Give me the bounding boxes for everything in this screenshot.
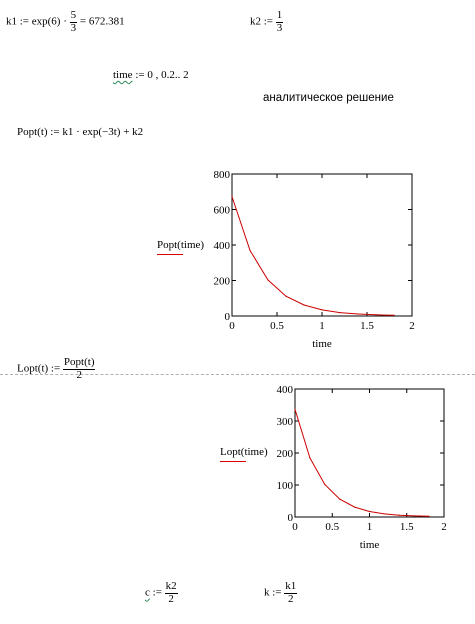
popt-plot-xlabel: time <box>312 338 332 350</box>
k1-assign: := <box>19 15 30 28</box>
lopt-plot-data-point <box>309 457 311 459</box>
lopt-plot-data-point <box>368 510 371 513</box>
lopt-plot-xtick-label: 2 <box>441 521 447 533</box>
popt-plot-data-point <box>339 311 341 314</box>
popt-plot-ytick-label: 200 <box>214 276 231 288</box>
popt-plot-series-line <box>231 196 395 316</box>
lopt-plot-data-point <box>324 483 326 486</box>
k2-lhs: k2 <box>250 15 261 28</box>
lopt-plot-svg: 0 100 200 300 400 0 0.5 1 1.5 2 time <box>277 384 447 551</box>
popt-plot-xtick-label: 2 <box>409 320 415 332</box>
lopt-plot-data-point <box>398 514 400 516</box>
lopt-plot-data-point <box>354 506 356 508</box>
time-variable: time <box>113 69 133 81</box>
popt-plot-xtick-label: 0 <box>229 320 235 332</box>
lopt-plot-data-point <box>339 498 341 500</box>
popt-plot-xtick-label: 1 <box>319 320 325 332</box>
lopt-lhs: Lopt(t) := <box>17 362 61 375</box>
lopt-plot-xtick-label: 1 <box>367 521 373 533</box>
c-numerator: k2 <box>164 580 178 594</box>
k1-expr: exp(6) · <box>31 15 67 28</box>
lopt-plot-ytick-label: 300 <box>277 416 294 428</box>
k-numerator: k1 <box>284 580 298 594</box>
popt-plot-ytick-label: 600 <box>214 205 231 217</box>
popt-plot-ytick-label: 0 <box>225 311 231 323</box>
popt-plot-data-point <box>357 313 359 315</box>
c-fraction: k2 2 <box>164 580 178 605</box>
lopt-plot-xtick-label: 1.5 <box>400 521 414 533</box>
popt-plot-xtick-label: 0.5 <box>270 320 284 332</box>
popt-plot[interactable]: 0 200 400 600 800 0 0.5 1 1.5 2 time Popt(time) <box>150 165 430 357</box>
popt-definition[interactable]: Popt(t) := k1 · exp(−3t) + k2 <box>17 126 144 138</box>
lopt-plot-ytick-label: 200 <box>277 448 294 460</box>
k2-numerator: 1 <box>275 9 284 23</box>
popt-ylabel-text: Popt(time) <box>157 239 205 251</box>
lopt-plot-xtick-label: 0.5 <box>325 521 339 533</box>
popt-plot-svg: 0 200 400 600 800 0 0.5 1 1.5 2 time <box>214 169 415 350</box>
popt-plot-data-point <box>321 309 323 311</box>
lopt-plot-frame <box>294 388 445 518</box>
lopt-plot-xlabel: time <box>360 539 380 551</box>
popt-plot-data-point <box>393 314 395 316</box>
k1-lhs: k1 <box>6 15 17 28</box>
c-definition[interactable]: c := k2 2 <box>145 580 178 605</box>
lopt-plot-ylabel: Lopt(time) <box>220 446 268 462</box>
time-range-expr: := 0 , 0.2.. 2 <box>135 69 189 81</box>
lopt-plot-ytick-label: 100 <box>277 480 294 492</box>
time-range-definition[interactable]: time := 0 , 0.2.. 2 <box>113 69 189 81</box>
section-label[interactable]: аналитическое решение <box>263 92 394 104</box>
k1-numerator: 5 <box>69 9 78 23</box>
c-variable: c <box>145 586 150 599</box>
lopt-plot-data-point <box>383 513 385 515</box>
lopt-ylabel-text: Lopt(time) <box>220 446 268 458</box>
popt-plot-ylabel: Popt(time) <box>157 239 205 255</box>
popt-plot-frame <box>231 173 413 317</box>
k1-fraction: 5 3 <box>69 9 78 34</box>
c-assign: := <box>152 586 162 599</box>
k-lhs: k <box>264 586 270 599</box>
lopt-plot-data-point <box>294 408 296 410</box>
k1-denominator: 3 <box>70 21 77 34</box>
lopt-plot-ytick-label: 0 <box>288 512 294 524</box>
lopt-plot-series-line <box>294 409 430 517</box>
k2-definition[interactable]: k2 := 1 3 <box>250 9 284 34</box>
k2-denominator: 3 <box>276 21 283 34</box>
k2-assign: := <box>263 15 274 28</box>
lopt-plot-data-point <box>413 515 415 517</box>
lopt-fraction: Popt(t) 2 <box>62 356 96 381</box>
lopt-plot-data-point <box>428 515 430 517</box>
c-denominator: 2 <box>168 592 174 605</box>
k1-definition[interactable]: k1 := exp(6) · 5 3 = 672.381 <box>6 9 125 34</box>
popt-plot-data-point <box>303 304 305 306</box>
lopt-numerator: Popt(t) <box>62 356 96 370</box>
popt-plot-data-point <box>375 314 377 316</box>
k-assign: := <box>272 586 282 599</box>
popt-plot-data-point <box>249 249 251 252</box>
lopt-plot-xtick-label: 0 <box>292 521 298 533</box>
lopt-plot[interactable]: 0 100 200 300 400 0 0.5 1 1.5 2 time Lopt(time) <box>214 382 464 557</box>
popt-plot-ytick-label: 400 <box>214 240 231 252</box>
popt-plot-xtick-label: 1.5 <box>360 320 374 332</box>
k1-result: = 672.381 <box>79 15 125 28</box>
popt-plot-data-point <box>267 279 269 281</box>
lopt-definition[interactable]: Lopt(t) := Popt(t) 2 <box>17 356 96 381</box>
k2-fraction: 1 3 <box>275 9 284 34</box>
popt-plot-data-point <box>231 195 233 198</box>
lopt-plot-ytick-label: 400 <box>277 384 294 396</box>
k-definition[interactable]: k := k1 2 <box>264 580 298 605</box>
k-denominator: 2 <box>288 592 294 605</box>
popt-plot-ytick-label: 800 <box>214 169 231 181</box>
lopt-denominator: 2 <box>76 368 82 381</box>
popt-plot-data-point <box>285 295 287 297</box>
page-break <box>0 374 475 375</box>
k-fraction: k1 2 <box>284 580 298 605</box>
